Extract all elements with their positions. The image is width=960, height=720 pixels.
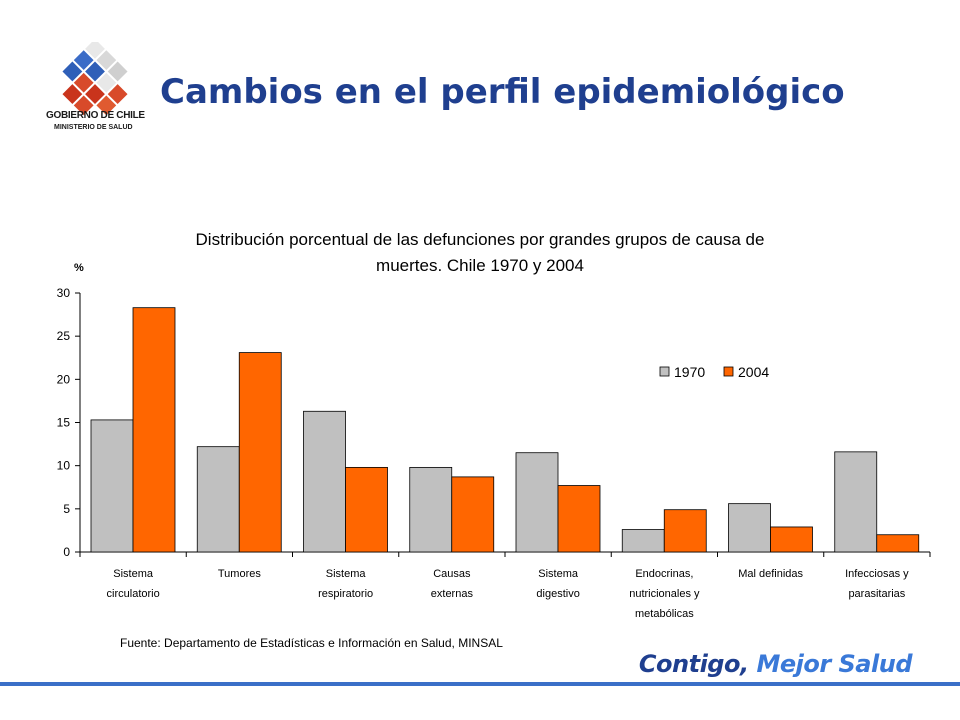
source-note: Fuente: Departamento de Estadísticas e I… <box>120 636 503 650</box>
x-category-label: nutricionales y <box>629 588 700 600</box>
y-tick-label: 10 <box>57 459 71 473</box>
x-category-label: Endocrinas, <box>635 568 693 580</box>
bar-1970 <box>728 503 771 553</box>
legend-label-2004: 2004 <box>738 364 769 380</box>
legend-swatch-2004 <box>723 366 734 377</box>
x-category-label: Infecciosas y <box>845 568 909 580</box>
x-category-label: parasitarias <box>848 588 905 600</box>
y-tick-label: 20 <box>57 372 71 386</box>
bar-1970 <box>90 419 134 553</box>
chart-title-line-2: muertes. Chile 1970 y 2004 <box>376 256 584 275</box>
y-axis-unit-label: % <box>74 262 84 274</box>
y-tick-label: 5 <box>63 502 70 516</box>
x-category-label: Causas <box>433 568 471 580</box>
x-category-label: metabólicas <box>635 608 694 620</box>
slogan-part-1: Contigo, <box>638 650 749 678</box>
bar-2004 <box>770 526 813 553</box>
x-category-label: circulatorio <box>107 588 160 600</box>
chart-title-line-1: Distribución porcentual de las defuncion… <box>195 230 765 249</box>
bar-2004 <box>132 307 176 553</box>
x-category-label: externas <box>431 588 474 600</box>
x-category-label: Mal definidas <box>738 568 803 580</box>
y-tick-label: 30 <box>57 286 71 300</box>
logo-text-government: GOBIERNO DE CHILE <box>46 110 145 121</box>
bar-1970 <box>196 446 240 553</box>
x-category-label: respiratorio <box>318 588 373 600</box>
slogan: Contigo, Mejor Salud <box>638 650 913 678</box>
bar-1970 <box>834 451 878 553</box>
y-tick-label: 15 <box>57 416 71 430</box>
bar-2004 <box>663 509 707 553</box>
legend-label-1970: 1970 <box>674 364 705 380</box>
footer-divider <box>0 682 960 686</box>
x-category-label: digestivo <box>536 588 579 600</box>
bar-2004 <box>238 352 282 553</box>
logo-text-ministry: MINISTERIO DE SALUD <box>54 124 133 131</box>
x-category-label: Sistema <box>326 568 367 580</box>
x-category-label: Tumores <box>218 568 261 580</box>
page-title: Cambios en el perfil epidemiológico <box>160 72 845 112</box>
government-logo <box>62 42 128 116</box>
x-category-label: Sistema <box>538 568 579 580</box>
y-tick-label: 25 <box>57 329 71 343</box>
y-tick-label: 0 <box>63 545 70 559</box>
bar-2004 <box>557 485 601 553</box>
bar-2004 <box>876 534 920 553</box>
legend-swatch-1970 <box>659 366 670 377</box>
x-category-label: Sistema <box>113 568 154 580</box>
slogan-part-2: Mejor Salud <box>756 650 912 678</box>
bar-1970 <box>303 410 346 553</box>
bar-1970 <box>621 529 665 553</box>
bar-1970 <box>409 466 453 553</box>
bar-2004 <box>451 476 495 553</box>
bar-1970 <box>515 452 559 553</box>
bar-2004 <box>345 466 388 553</box>
